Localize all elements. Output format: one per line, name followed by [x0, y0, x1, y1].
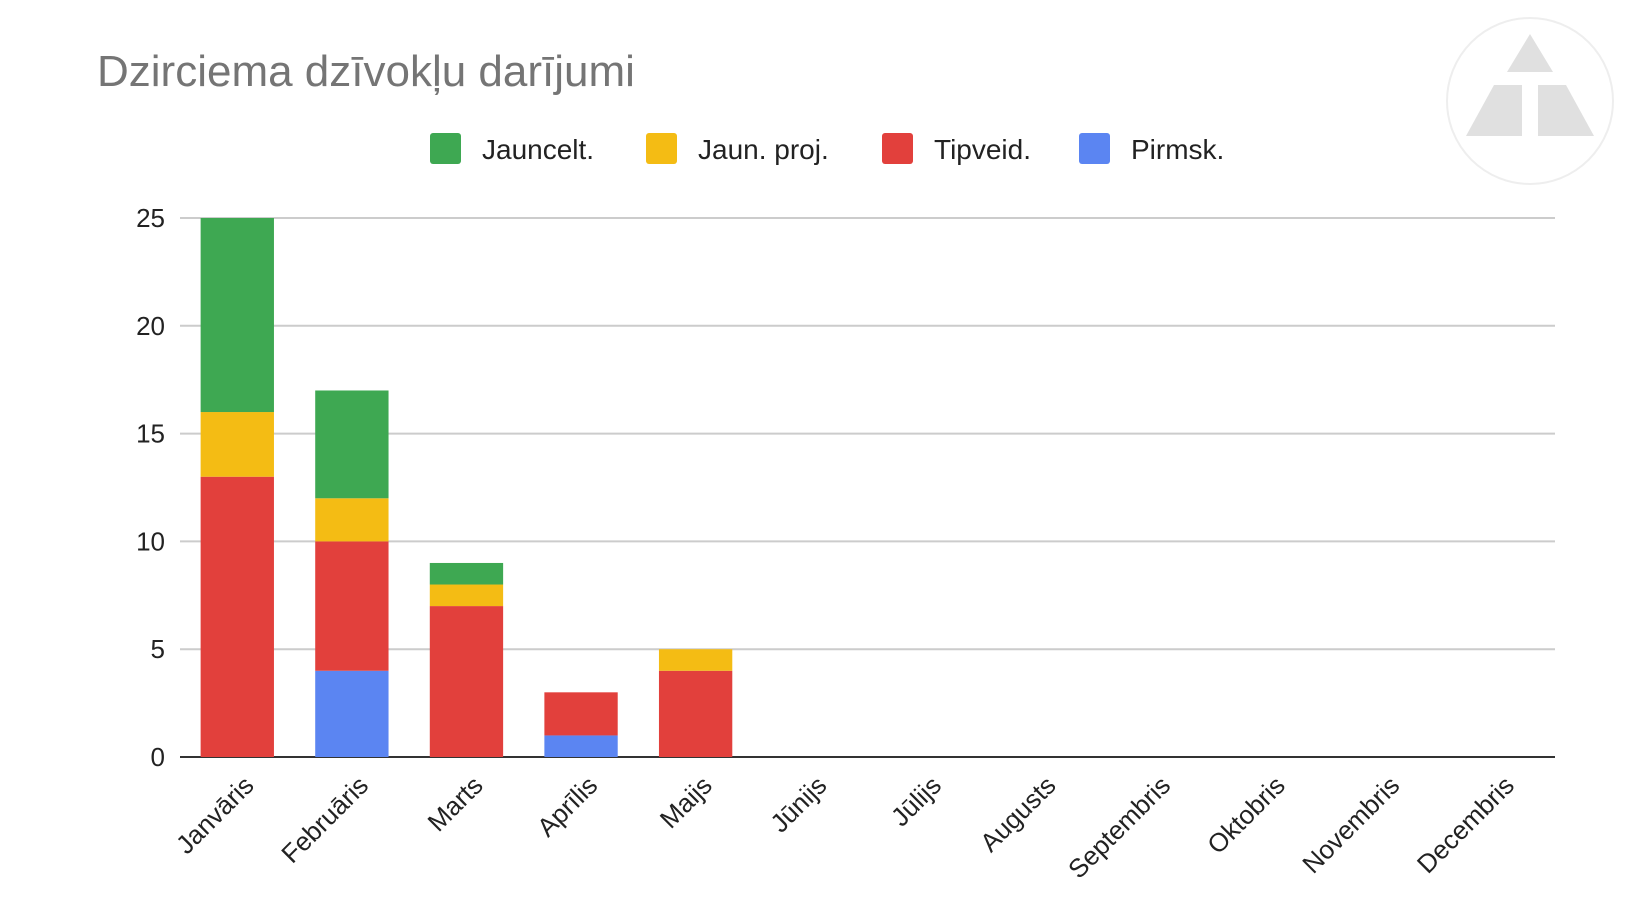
bar-segment — [315, 390, 389, 499]
legend-swatch — [1079, 133, 1110, 164]
legend-swatch — [646, 133, 677, 164]
bar-segment — [658, 649, 733, 671]
legend-label: Tipveid. — [934, 134, 1031, 165]
y-tick-label: 20 — [136, 311, 165, 341]
x-tick-label: Oktobris — [1201, 770, 1291, 860]
y-tick-label: 15 — [136, 419, 165, 449]
bar-segment — [544, 735, 618, 757]
x-tick-label: Februāris — [275, 770, 374, 869]
x-tick-label: Aprīlis — [531, 770, 603, 842]
bar-segment — [315, 541, 389, 671]
legend-swatch — [882, 133, 913, 164]
x-tick-label: Jūnijs — [764, 770, 832, 838]
bar-segment — [200, 476, 274, 757]
y-axis: 0 5 10 15 20 25 — [136, 203, 165, 772]
legend-label: Pirmsk. — [1131, 134, 1224, 165]
x-tick-label: Marts — [422, 770, 489, 837]
triangle-logo-icon — [1446, 17, 1614, 185]
x-tick-label: Maijs — [654, 770, 718, 834]
bar-segment — [315, 670, 389, 757]
y-tick-label: 25 — [136, 203, 165, 233]
chart-title: Dzirciema dzīvokļu darījumi — [97, 47, 635, 96]
y-tick-label: 10 — [136, 526, 165, 556]
bar-segment — [315, 498, 389, 542]
x-tick-label: Janvāris — [170, 770, 260, 860]
x-tick-label: Septembris — [1062, 770, 1176, 884]
legend-label: Jaun. proj. — [698, 134, 829, 165]
y-tick-label: 0 — [151, 742, 165, 772]
y-tick-label: 5 — [151, 634, 165, 664]
bar-segment — [544, 692, 618, 736]
x-tick-label: Novembris — [1296, 770, 1405, 879]
bar-segment — [200, 218, 274, 413]
legend: Jauncelt. Jaun. proj. Tipveid. Pirmsk. — [430, 133, 1224, 165]
x-tick-label: Augusts — [974, 770, 1062, 858]
grid — [180, 217, 1555, 758]
x-tick-label: Decembris — [1411, 770, 1520, 879]
bar-segment — [429, 562, 504, 585]
bar-segment — [429, 606, 504, 757]
bar-segment — [429, 584, 504, 607]
legend-swatch — [430, 133, 461, 164]
x-axis: Janvāris Februāris Marts Aprīlis Maijs Jūnijs… — [170, 770, 1520, 884]
bars — [200, 218, 733, 757]
x-tick-label: Jūlijs — [885, 770, 947, 832]
legend-label: Jauncelt. — [482, 134, 594, 165]
bar-segment — [658, 670, 733, 757]
bar-segment — [200, 412, 274, 477]
